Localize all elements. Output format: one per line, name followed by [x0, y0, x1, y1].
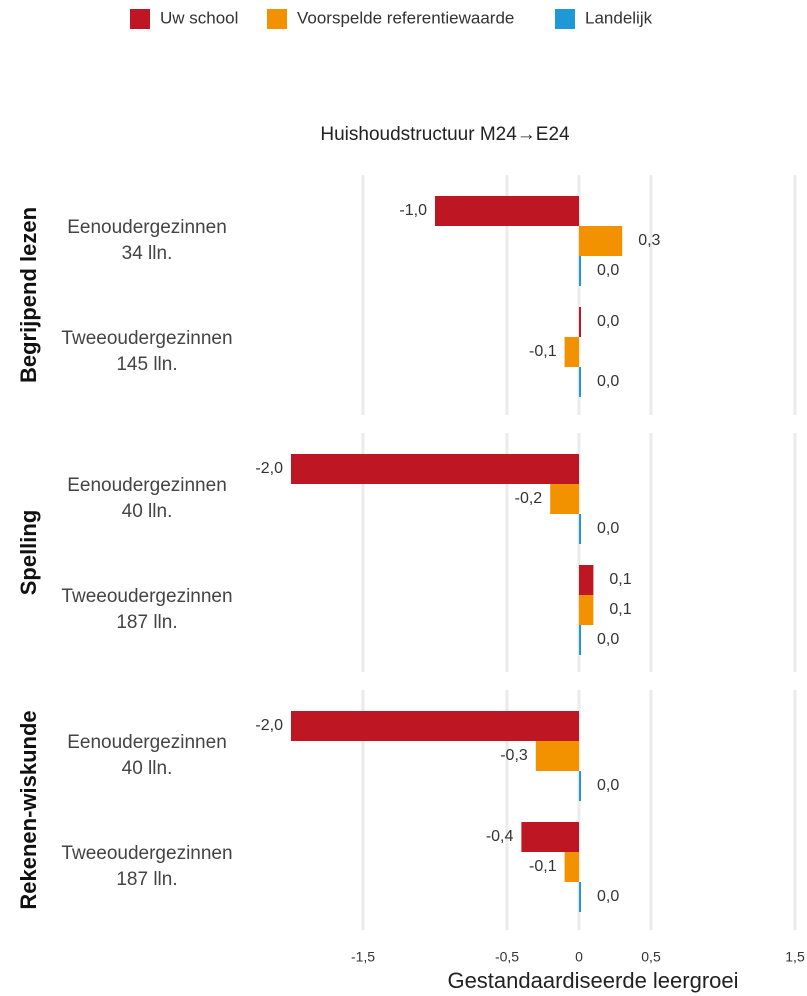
bar: [579, 771, 581, 801]
value-label: -0,4: [486, 828, 514, 845]
bar: [550, 484, 579, 514]
value-label: 0,0: [597, 313, 619, 330]
legend-swatch: [267, 9, 287, 29]
x-tick-label: 1,5: [785, 949, 805, 965]
legend-label: Voorspelde referentiewaarde: [297, 8, 514, 27]
value-label: -2,0: [255, 460, 283, 477]
facet-label: Rekenen-wiskunde: [16, 710, 41, 909]
value-label: 0,1: [609, 571, 631, 588]
legend-swatch: [130, 9, 150, 29]
bar: [579, 625, 581, 655]
legend-swatch: [555, 9, 575, 29]
category-label: Tweeoudergezinnen: [61, 843, 232, 864]
x-tick-label: 0,5: [641, 949, 661, 965]
value-label: 0,0: [597, 520, 619, 537]
bar: [579, 565, 594, 595]
category-label: Tweeoudergezinnen: [61, 586, 232, 607]
category-label: Eenoudergezinnen: [67, 217, 227, 238]
category-count: 34 lln.: [122, 243, 173, 264]
bar: [579, 307, 581, 337]
bar: [564, 337, 579, 367]
value-label: -0,1: [529, 343, 557, 360]
chart-title: Huishoudstructuur M24→E24: [320, 124, 570, 145]
value-label: 0,1: [609, 601, 631, 618]
legend-label: Landelijk: [585, 8, 653, 27]
value-label: 0,3: [638, 232, 660, 249]
category-label: Tweeoudergezinnen: [61, 328, 232, 349]
bar: [291, 711, 579, 741]
category-count: 187 lln.: [116, 612, 177, 633]
value-label: 0,0: [597, 373, 619, 390]
bar: [435, 196, 579, 226]
bar: [535, 741, 579, 771]
value-label: -2,0: [255, 717, 283, 734]
category-count: 187 lln.: [116, 869, 177, 890]
x-axis-label: Gestandaardiseerde leergroei: [447, 968, 738, 993]
bar: [564, 852, 579, 882]
bar: [291, 454, 579, 484]
bar: [579, 226, 623, 256]
bar: [579, 514, 581, 544]
value-label: -0,3: [500, 747, 528, 764]
bar: [579, 882, 581, 912]
bar: [579, 256, 581, 286]
value-label: -1,0: [399, 202, 427, 219]
value-label: 0,0: [597, 888, 619, 905]
value-label: 0,0: [597, 631, 619, 648]
bar: [579, 595, 594, 625]
category-count: 145 lln.: [116, 354, 177, 375]
value-label: -0,2: [515, 490, 543, 507]
legend-label: Uw school: [160, 8, 238, 27]
value-label: -0,1: [529, 858, 557, 875]
category-count: 40 lln.: [122, 501, 173, 522]
x-tick-label: -1,5: [351, 949, 375, 965]
x-tick-label: 0: [575, 949, 583, 965]
facet-label: Begrijpend lezen: [16, 207, 41, 383]
x-tick-label: -0,5: [495, 949, 519, 965]
bar: [521, 822, 579, 852]
category-label: Eenoudergezinnen: [67, 475, 227, 496]
value-label: 0,0: [597, 262, 619, 279]
facet-label: Spelling: [16, 510, 41, 596]
category-label: Eenoudergezinnen: [67, 732, 227, 753]
value-label: 0,0: [597, 777, 619, 794]
bar: [579, 367, 581, 397]
category-count: 40 lln.: [122, 758, 173, 779]
